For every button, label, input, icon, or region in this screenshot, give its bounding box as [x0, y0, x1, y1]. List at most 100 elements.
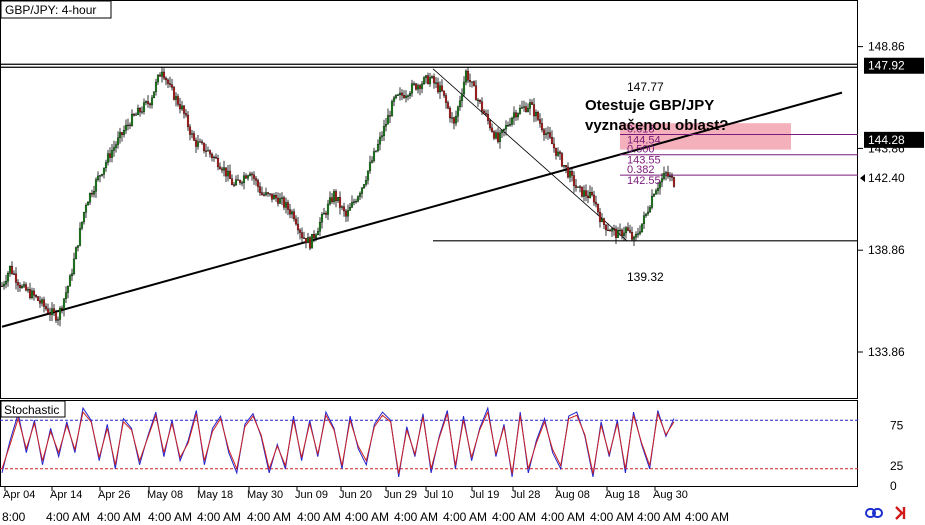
candle-up	[226, 170, 230, 177]
candle-down	[18, 284, 22, 288]
candle-down	[204, 150, 208, 152]
candle-down	[444, 95, 448, 103]
candle-up	[346, 210, 350, 217]
candle-up	[534, 112, 538, 117]
y-tick-label: 138.86	[868, 243, 905, 257]
candle-down	[572, 175, 576, 186]
candle-down	[34, 295, 38, 297]
candle-up	[56, 319, 60, 321]
candle-up	[118, 132, 122, 138]
candle-up	[502, 128, 506, 131]
price-pointer-icon	[860, 174, 865, 183]
x-time-label: 4:00 AM	[394, 510, 438, 524]
candle-up	[322, 212, 326, 215]
candle-up	[624, 227, 628, 234]
candle-up	[246, 175, 250, 179]
candle-down	[296, 223, 300, 231]
candle-down	[282, 197, 286, 208]
candle-down	[292, 211, 296, 220]
candle-up	[644, 213, 648, 216]
candle-down	[260, 192, 264, 195]
candle-down	[672, 177, 676, 187]
x-time-label: 4:00 AM	[345, 510, 389, 524]
candle-down	[42, 299, 46, 307]
candle-up	[4, 281, 8, 285]
candle-up	[390, 101, 394, 117]
candle-down	[540, 123, 544, 131]
candle-up	[648, 207, 652, 213]
candle-up	[222, 167, 226, 171]
fib-ratio-label: 0.618	[627, 124, 655, 136]
candle-up	[438, 85, 442, 93]
candle-up	[652, 194, 656, 197]
candle-down	[608, 229, 612, 232]
candle-down	[586, 195, 590, 199]
candle-up	[546, 132, 550, 134]
x-time-label: 4:00 AM	[46, 510, 90, 524]
candle-up	[498, 132, 502, 142]
candle-down	[628, 230, 632, 233]
candle-up	[124, 124, 128, 131]
candle-up	[72, 258, 76, 274]
candle-up	[58, 307, 62, 320]
candle-down	[330, 197, 334, 202]
x-time-label: 4:00 AM	[590, 510, 634, 524]
candle-down	[214, 156, 218, 159]
candle-up	[504, 125, 508, 130]
candle-down	[202, 142, 206, 152]
x-time-label: 8:00	[2, 510, 26, 524]
candle-up	[316, 230, 320, 236]
swing-high-label: 147.77	[627, 80, 664, 94]
candle-up	[460, 93, 464, 101]
main-panel	[0, 0, 858, 399]
price-tag	[864, 131, 924, 148]
candle-up	[458, 100, 462, 108]
candle-down	[388, 115, 392, 117]
stochastic-panel	[0, 400, 858, 487]
candle-up	[264, 192, 268, 196]
candle-up	[520, 107, 524, 109]
candle-up	[476, 99, 480, 101]
candle-up	[20, 286, 24, 288]
link-icon[interactable]	[864, 504, 884, 522]
x-time-label: 4:00 AM	[297, 510, 341, 524]
candle-up	[408, 93, 412, 96]
candle-down	[128, 124, 132, 126]
candle-up	[134, 114, 138, 116]
candle-up	[512, 112, 516, 119]
candle-down	[16, 282, 20, 286]
candle-up	[350, 202, 354, 208]
arrow-right-icon[interactable]	[890, 504, 910, 522]
candle-down	[138, 108, 142, 113]
candle-up	[510, 117, 514, 125]
fib-diagonal	[432, 68, 628, 242]
x-tick-label: Jul 19	[470, 489, 499, 501]
candle-down	[276, 197, 280, 204]
candle-up	[470, 81, 474, 83]
x-time-label: 4:00 AM	[197, 510, 241, 524]
candle-up	[68, 275, 72, 287]
x-time-label: 4:00 AM	[541, 510, 585, 524]
candle-down	[24, 284, 28, 291]
candle-up	[336, 197, 340, 201]
candle-up	[362, 184, 366, 189]
candle-down	[488, 120, 492, 129]
x-tick-label: Jun 29	[384, 489, 417, 501]
candle-down	[44, 306, 48, 310]
candle-up	[632, 236, 636, 240]
candle-down	[236, 179, 240, 181]
candle-up	[340, 206, 344, 208]
candle-down	[564, 165, 568, 168]
candle-down	[108, 153, 112, 158]
candle-down	[312, 233, 316, 239]
candle-up	[382, 126, 386, 136]
fib-price-label: 144.54	[627, 135, 661, 147]
candle-down	[308, 237, 312, 249]
candle-down	[448, 108, 452, 119]
candle-up	[616, 230, 620, 238]
candle-down	[484, 112, 488, 115]
candle-up	[396, 94, 400, 96]
candle-up	[646, 211, 650, 215]
candle-up	[392, 97, 396, 102]
candle-up	[500, 129, 504, 134]
